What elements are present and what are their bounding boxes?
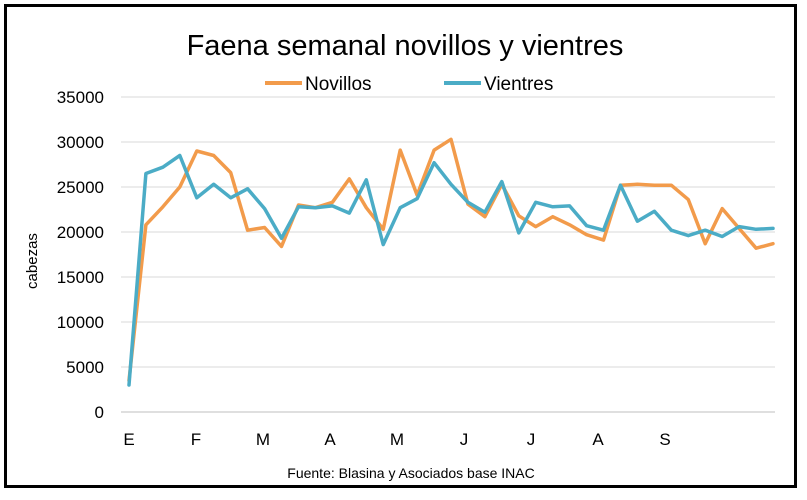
chart-frame: Faena semanal novillos y vientres Novill…: [4, 4, 797, 488]
gridlines: [121, 96, 775, 368]
series-line-vientres: [127, 153, 775, 387]
y-tick-label: 15000: [57, 268, 104, 287]
x-tick-label: M: [390, 430, 404, 449]
legend-label-vientres: Vientres: [484, 74, 553, 95]
y-axis-title: cabezas: [24, 233, 41, 289]
x-tick-label: J: [460, 430, 469, 449]
y-tick-label: 0: [95, 403, 104, 422]
y-tick-label: 35000: [57, 88, 104, 107]
y-tick-label: 10000: [57, 313, 104, 332]
x-tick-label: E: [123, 430, 134, 449]
legend: Novillos Vientres: [265, 74, 553, 95]
x-tick-label: F: [191, 430, 201, 449]
y-tick-label: 5000: [66, 358, 104, 377]
y-tick-label: 20000: [57, 223, 104, 242]
y-tick-label: 25000: [57, 178, 104, 197]
x-tick-label: A: [592, 430, 604, 449]
y-axis-ticks: 0 5000 10000 15000 20000 25000 30000 35000: [57, 88, 104, 422]
x-tick-label: M: [256, 430, 270, 449]
legend-label-novillos: Novillos: [305, 74, 372, 95]
x-tick-label: A: [324, 430, 336, 449]
x-tick-label: J: [527, 430, 536, 449]
chart-canvas: Faena semanal novillos y vientres Novill…: [24, 30, 775, 481]
x-tick-label: S: [659, 430, 670, 449]
series-line-novillos: [127, 137, 775, 383]
chart-title: Faena semanal novillos y vientres: [187, 30, 624, 62]
y-tick-label: 30000: [57, 133, 104, 152]
source-note: Fuente: Blasina y Asociados base INAC: [287, 465, 534, 481]
plot-series: [127, 137, 775, 387]
